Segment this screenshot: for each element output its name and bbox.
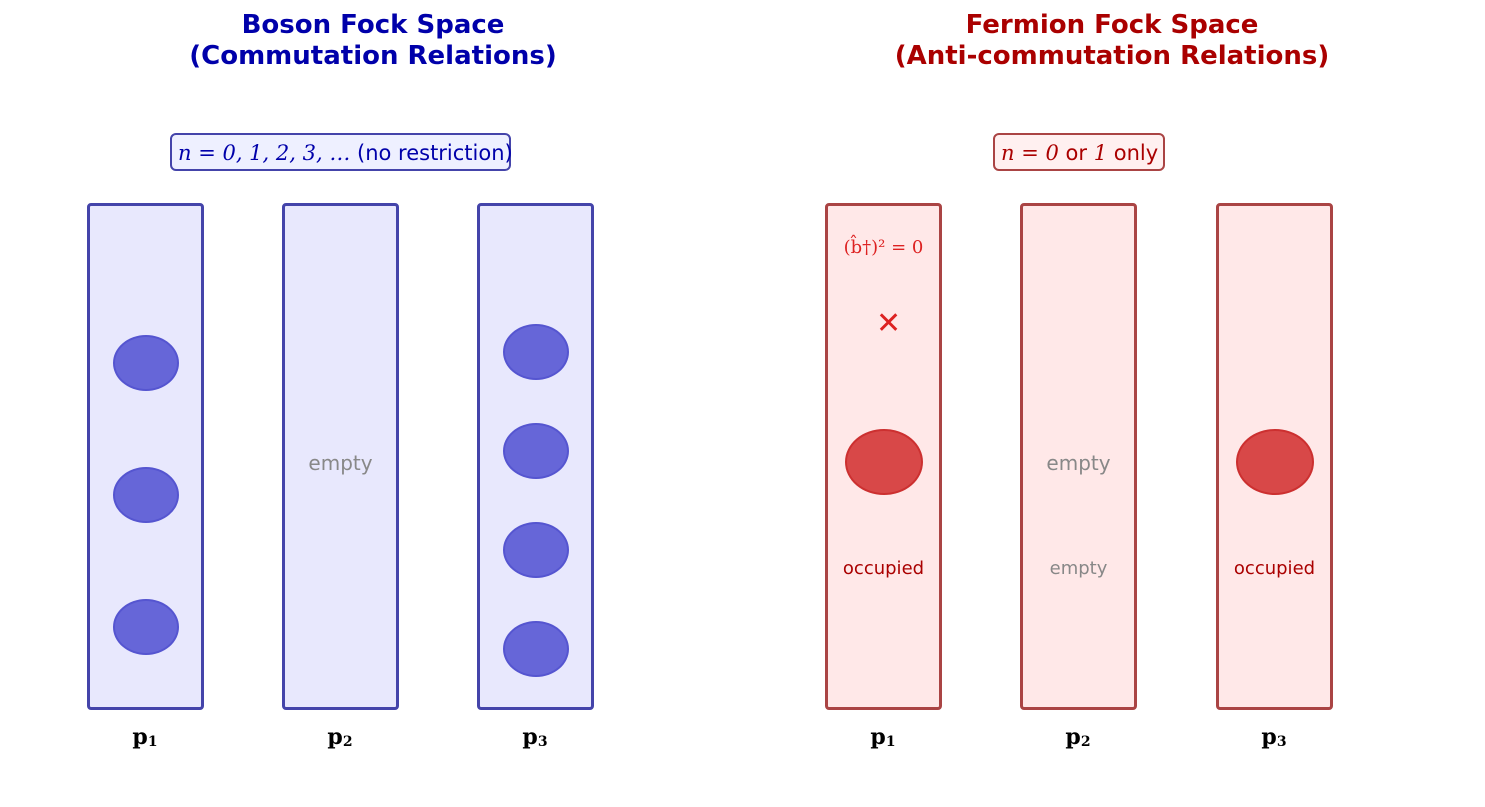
mode-label-index: 3 [537,734,548,750]
boson-mode-label-p2: p2 [310,724,370,750]
fermion-title-line2: (Anti-commutation Relations) [894,41,1330,71]
fermion-mode-label-p2: p2 [1048,724,1108,750]
fermion-mode-column-p2: empty empty [1020,203,1137,710]
boson-mode-column-p2: empty [282,203,399,710]
mode-label-letter: p [1065,724,1081,750]
boson-title-line2: (Commutation Relations) [189,41,557,71]
mode-label-index: 1 [147,734,158,750]
occupied-label: occupied [1233,558,1316,579]
mode-label-index: 2 [342,734,353,750]
boson-particle [113,467,179,523]
boson-title: Boson Fock Space (Commutation Relations) [73,10,673,72]
fermion-empty-label: empty [1046,451,1111,475]
boson-mode-label-p3: p3 [505,724,565,750]
fermion-title: Fermion Fock Space (Anti-commutation Rel… [812,10,1412,72]
mode-label-letter: p [1261,724,1277,750]
boson-particle [113,335,179,391]
mode-label-index: 1 [885,734,896,750]
mode-label-letter: p [522,724,538,750]
boson-empty-label: empty [308,451,373,475]
fermion-rule-only: only [1107,141,1159,165]
fermion-rule-math-n: n = 0 [1001,141,1059,165]
boson-particle [503,324,569,380]
fermion-mode-label-p1: p1 [853,724,913,750]
mode-label-letter: p [327,724,343,750]
boson-rule-text: (no restriction) [350,141,513,165]
fermion-occupation-rule: n = 0 or 1 only [993,133,1165,171]
boson-particle [113,599,179,655]
boson-title-line1: Boson Fock Space [241,10,505,40]
fermion-mode-label-p3: p3 [1244,724,1304,750]
boson-rule-math: n = 0, 1, 2, 3, … [178,141,351,165]
boson-occupation-rule: n = 0, 1, 2, 3, … (no restriction) [170,133,513,171]
fermion-mode-column-p3: occupied [1216,203,1333,710]
boson-particle [503,423,569,479]
fermion-mode-column-p1: (b̂†)² = 0 ✕ occupied [825,203,942,710]
fermion-particle [1236,429,1314,495]
mode-label-letter: p [132,724,148,750]
cross-icon: ✕ [876,306,902,341]
mode-label-index: 3 [1276,734,1287,750]
boson-particle [503,621,569,677]
fermion-title-line1: Fermion Fock Space [965,10,1259,40]
boson-mode-column-p3 [477,203,594,710]
boson-mode-column-p1 [87,203,204,710]
fermion-particle [845,429,923,495]
boson-mode-label-p1: p1 [115,724,175,750]
pauli-exclusion-rule: (b̂†)² = 0 [843,237,924,258]
fermion-empty-label-secondary: empty [1049,558,1108,579]
fermion-rule-or: or [1058,141,1094,165]
fermion-rule-math-1: 1 [1093,141,1108,165]
mode-label-index: 2 [1080,734,1091,750]
mode-label-letter: p [870,724,886,750]
boson-particle [503,522,569,578]
occupied-label: occupied [842,558,925,579]
